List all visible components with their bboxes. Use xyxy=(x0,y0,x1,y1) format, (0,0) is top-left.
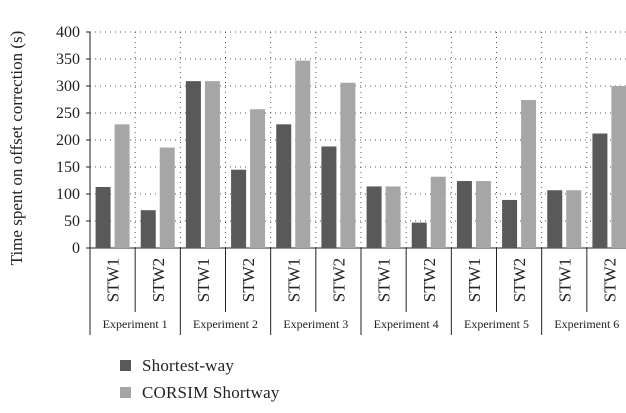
group-label: Experiment 4 xyxy=(374,317,439,331)
group-label: Experiment 6 xyxy=(554,317,619,331)
legend: Shortest-way CORSIM Shortway xyxy=(120,352,280,406)
bar-corsim-shortway: CORSIM Shortway: 274 xyxy=(521,100,537,248)
category-label: STW1 xyxy=(104,258,123,302)
legend-item-corsim-shortway: CORSIM Shortway xyxy=(120,379,280,406)
bar-shortest-way: Shortest-way: 124 xyxy=(456,181,472,248)
legend-label-shortest-way: Shortest-way xyxy=(142,355,235,375)
y-tick-label: 100 xyxy=(56,186,80,203)
category-label: STW1 xyxy=(194,258,213,302)
category-label: STW1 xyxy=(284,258,303,302)
bar-corsim-shortway: CORSIM Shortway: 124 xyxy=(475,181,491,248)
bar-shortest-way: Shortest-way: 145 xyxy=(231,169,247,248)
category-label: STW2 xyxy=(149,258,168,302)
y-tick-label: 50 xyxy=(64,213,80,230)
bar-shortest-way: Shortest-way: 212 xyxy=(592,133,608,248)
bar-corsim-shortway: CORSIM Shortway: 186 xyxy=(159,147,175,248)
category-label: STW2 xyxy=(600,258,619,302)
bar-corsim-shortway: CORSIM Shortway: 132 xyxy=(430,176,446,248)
bar-shortest-way: Shortest-way: 107 xyxy=(547,190,563,248)
bar-corsim-shortway: CORSIM Shortway: 309 xyxy=(204,81,220,248)
category-label: STW2 xyxy=(239,258,258,302)
bar-shortest-way: Shortest-way: 309 xyxy=(185,81,201,248)
bar-shortest-way: Shortest-way: 229 xyxy=(276,124,292,248)
y-tick-label: 150 xyxy=(56,159,80,176)
legend-item-shortest-way: Shortest-way xyxy=(120,352,280,379)
legend-swatch-corsim-shortway xyxy=(120,387,131,398)
y-tick-label: 350 xyxy=(56,51,80,68)
bar-corsim-shortway: CORSIM Shortway: 114 xyxy=(385,186,401,248)
bar-corsim-shortway: CORSIM Shortway: 347 xyxy=(295,60,311,249)
bar-shortest-way: Shortest-way: 113 xyxy=(95,186,111,248)
group-label: Experiment 3 xyxy=(283,317,348,331)
y-tick-label: 300 xyxy=(56,78,80,95)
bar-corsim-shortway: CORSIM Shortway: 107 xyxy=(566,190,582,248)
legend-swatch-shortest-way xyxy=(120,360,131,371)
y-tick-label: 200 xyxy=(56,132,80,149)
bar-corsim-shortway: CORSIM Shortway: 300 xyxy=(611,86,626,248)
category-label: STW1 xyxy=(465,258,484,302)
bar-corsim-shortway: CORSIM Shortway: 306 xyxy=(340,82,356,248)
y-tick-label: 250 xyxy=(56,105,80,122)
y-tick-label: 0 xyxy=(72,240,80,257)
bar-shortest-way: Shortest-way: 114 xyxy=(366,186,382,248)
y-tick-label: 400 xyxy=(56,24,80,41)
bar-corsim-shortway: CORSIM Shortway: 257 xyxy=(250,109,266,248)
category-label: STW2 xyxy=(510,258,529,302)
bar-shortest-way: Shortest-way: 89 xyxy=(502,199,518,248)
bar-shortest-way: Shortest-way: 70 xyxy=(140,210,156,248)
category-label: STW2 xyxy=(420,258,439,302)
bar-shortest-way: Shortest-way: 188 xyxy=(321,146,337,248)
category-label: STW2 xyxy=(329,258,348,302)
bar-shortest-way: Shortest-way: 47 xyxy=(411,222,427,248)
group-label: Experiment 1 xyxy=(103,317,168,331)
legend-label-corsim-shortway: CORSIM Shortway xyxy=(142,382,280,402)
bar-corsim-shortway: CORSIM Shortway: 229 xyxy=(114,124,130,248)
category-label: STW1 xyxy=(375,258,394,302)
y-axis-label: Time spent on offset correction (s) xyxy=(7,31,26,266)
category-label: STW1 xyxy=(555,258,574,302)
group-label: Experiment 5 xyxy=(464,317,529,331)
group-label: Experiment 2 xyxy=(193,317,258,331)
